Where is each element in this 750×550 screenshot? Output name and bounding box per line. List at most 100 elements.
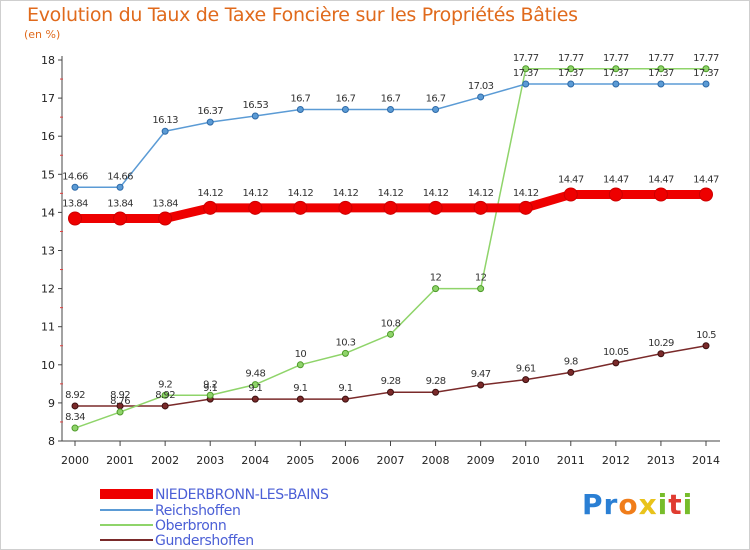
point-3-11 [567, 368, 575, 376]
point-1-4 [251, 112, 259, 120]
data-label-0-12: 14.47 [603, 174, 629, 185]
point-2-12 [612, 65, 620, 73]
data-label-2-2: 9.2 [158, 379, 172, 390]
axes: 8 9 10 11 12 13 14 15 16 17 18 2000 2001 2002 2003 2004… [41, 54, 720, 467]
data-label-0-3: 14.12 [197, 188, 223, 199]
data-label-3-0: 8.92 [65, 390, 85, 401]
data-label-0-7: 14.12 [378, 188, 404, 199]
point-3-9 [477, 381, 485, 389]
y-tick-label: 14 [41, 206, 55, 219]
x-tick-label: 2002 [151, 454, 179, 467]
y-tick-label: 16 [41, 130, 55, 143]
logo-letter: i [657, 488, 669, 521]
data-label-1-3: 16.37 [197, 106, 223, 117]
legend-label-2: Oberbronn [155, 518, 226, 534]
point-0-2 [158, 211, 173, 226]
point-2-4 [251, 381, 259, 389]
logo-letter: t [668, 488, 683, 521]
point-3-7 [387, 388, 394, 396]
data-label-2-12: 17.77 [603, 53, 629, 64]
y-tick-label: 10 [41, 359, 55, 372]
point-1-5 [296, 106, 304, 114]
point-1-14 [702, 80, 710, 88]
x-tick-label: 2009 [467, 454, 495, 467]
x-tick-label: 2013 [647, 454, 675, 467]
data-label-0-14: 14.47 [693, 174, 719, 185]
point-0-1 [113, 211, 128, 226]
point-3-10 [522, 376, 530, 384]
point-0-13 [653, 187, 668, 202]
data-label-3-4: 9.1 [248, 383, 262, 394]
data-label-3-9: 9.47 [471, 369, 491, 380]
data-label-1-11: 17.37 [558, 68, 584, 79]
data-label-2-0: 8.34 [65, 412, 85, 423]
logo-letter: i [682, 488, 694, 521]
data-label-1-2: 16.13 [152, 115, 178, 126]
x-tick-label: 2010 [512, 454, 540, 467]
point-1-9 [477, 93, 485, 101]
chart-title: Evolution du Taux de Taxe Foncière sur l… [27, 4, 578, 26]
x-tick-label: 2001 [106, 454, 134, 467]
unit-label: (en %) [24, 28, 61, 41]
data-label-0-10: 14.12 [513, 188, 539, 199]
data-label-1-8: 16.7 [426, 94, 446, 105]
data-label-3-6: 9.1 [338, 383, 352, 394]
logo-letter: o [618, 488, 639, 521]
data-label-2-3: 9.2 [203, 379, 217, 390]
point-0-6 [338, 200, 353, 215]
x-tick-label: 2014 [692, 454, 720, 467]
data-label-0-8: 14.12 [423, 188, 449, 199]
y-tick-label: 9 [48, 397, 55, 410]
point-0-11 [563, 187, 578, 202]
legend-label-0: NIEDERBRONN-LES-BAINS [155, 487, 329, 503]
x-tick-label: 2012 [602, 454, 630, 467]
x-tick-label: 2008 [422, 454, 450, 467]
data-label-3-10: 9.61 [516, 364, 536, 375]
point-2-5 [296, 361, 304, 369]
logo-letter: x [638, 488, 658, 521]
x-tick-label: 2003 [196, 454, 224, 467]
x-tick-label: 2006 [331, 454, 359, 467]
point-1-7 [387, 106, 394, 114]
point-1-13 [657, 80, 665, 88]
point-0-7 [383, 200, 398, 215]
y-tick-label: 18 [41, 54, 55, 67]
point-1-6 [341, 106, 349, 114]
legend-label-1: Reichshoffen [155, 503, 240, 519]
point-3-14 [702, 342, 710, 350]
data-label-2-4: 9.48 [245, 369, 265, 380]
data-label-1-6: 16.7 [335, 94, 355, 105]
data-label-0-1: 13.84 [107, 198, 133, 209]
point-3-13 [657, 350, 665, 358]
data-label-2-5: 10 [295, 349, 307, 360]
data-label-1-7: 16.7 [381, 94, 401, 105]
point-2-11 [567, 65, 575, 73]
data-label-3-8: 9.28 [426, 376, 446, 387]
x-tick-label: 2005 [286, 454, 314, 467]
data-label-0-13: 14.47 [648, 174, 674, 185]
series-layer [68, 65, 713, 432]
x-tick-label: 2000 [61, 454, 89, 467]
data-label-1-10: 17.37 [513, 68, 539, 79]
point-2-6 [341, 349, 349, 357]
data-label-2-1: 8.76 [110, 396, 130, 407]
point-3-6 [341, 395, 349, 403]
data-label-0-6: 14.12 [333, 188, 359, 199]
point-0-5 [293, 200, 308, 215]
point-0-12 [608, 187, 623, 202]
point-2-14 [702, 65, 710, 73]
data-label-2-7: 10.8 [381, 318, 401, 329]
point-2-13 [657, 65, 665, 73]
point-0-14 [699, 187, 713, 202]
data-label-2-11: 17.77 [558, 53, 584, 64]
data-label-3-12: 10.05 [603, 347, 629, 358]
data-label-1-5: 16.7 [290, 94, 310, 105]
point-0-3 [203, 200, 218, 215]
point-2-9 [477, 285, 485, 293]
data-label-3-14: 10.5 [696, 330, 716, 341]
data-label-0-0: 13.84 [62, 198, 88, 209]
data-label-0-2: 13.84 [152, 198, 178, 209]
data-label-3-5: 9.1 [293, 383, 307, 394]
